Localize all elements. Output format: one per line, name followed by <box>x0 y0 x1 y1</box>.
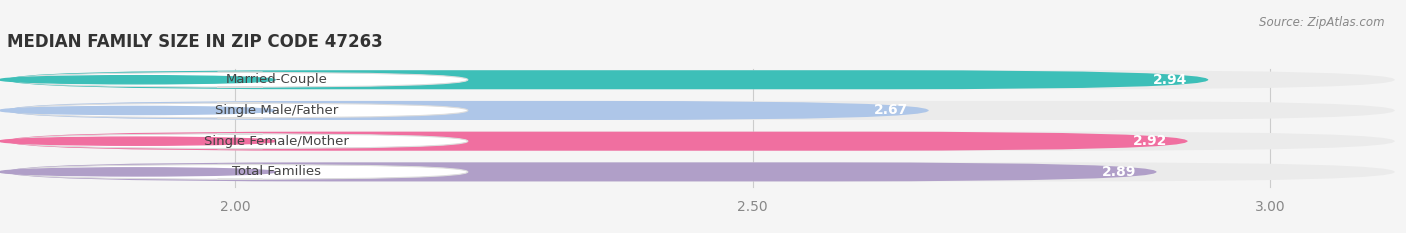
Text: Total Families: Total Families <box>232 165 321 178</box>
FancyBboxPatch shape <box>7 101 929 120</box>
Circle shape <box>0 106 276 115</box>
FancyBboxPatch shape <box>13 72 468 87</box>
FancyBboxPatch shape <box>7 70 1208 89</box>
Circle shape <box>0 168 276 176</box>
Text: Married-Couple: Married-Couple <box>225 73 328 86</box>
FancyBboxPatch shape <box>7 70 1395 89</box>
Text: Single Male/Father: Single Male/Father <box>215 104 337 117</box>
FancyBboxPatch shape <box>7 132 1395 151</box>
Text: MEDIAN FAMILY SIZE IN ZIP CODE 47263: MEDIAN FAMILY SIZE IN ZIP CODE 47263 <box>7 33 382 51</box>
Text: 2.94: 2.94 <box>1153 73 1188 87</box>
Text: Single Female/Mother: Single Female/Mother <box>204 135 349 148</box>
FancyBboxPatch shape <box>7 132 1188 151</box>
FancyBboxPatch shape <box>13 134 468 149</box>
Text: 2.67: 2.67 <box>873 103 908 117</box>
FancyBboxPatch shape <box>7 162 1157 182</box>
FancyBboxPatch shape <box>13 164 468 179</box>
FancyBboxPatch shape <box>7 101 1395 120</box>
Text: Source: ZipAtlas.com: Source: ZipAtlas.com <box>1260 16 1385 29</box>
Text: 2.92: 2.92 <box>1133 134 1167 148</box>
Circle shape <box>0 76 276 84</box>
Text: 2.89: 2.89 <box>1101 165 1136 179</box>
FancyBboxPatch shape <box>7 162 1395 182</box>
Circle shape <box>0 137 276 145</box>
FancyBboxPatch shape <box>13 103 468 118</box>
